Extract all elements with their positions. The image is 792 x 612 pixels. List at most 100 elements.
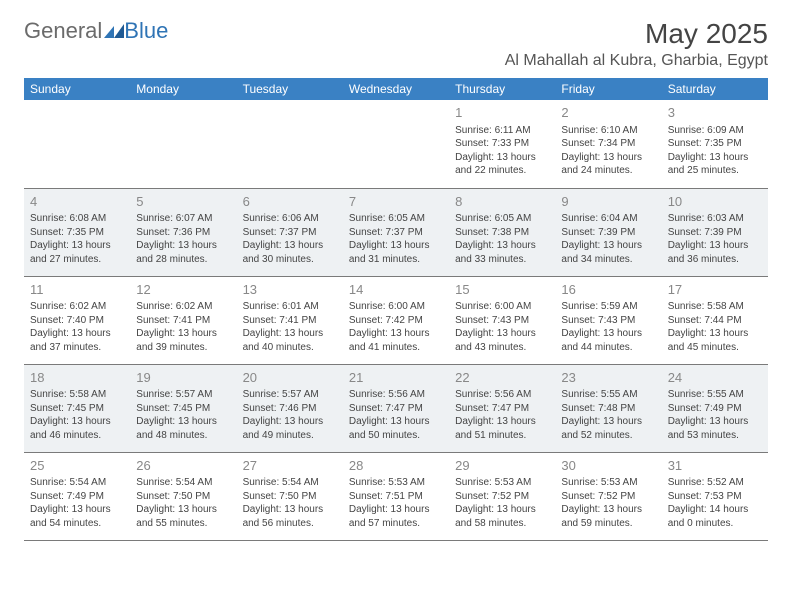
sunset-text: Sunset: 7:36 PM (136, 226, 230, 240)
day-number: 23 (561, 369, 655, 387)
sunrise-text: Sunrise: 6:08 AM (30, 212, 124, 226)
daylight-text: Daylight: 13 hours and 22 minutes. (455, 151, 549, 178)
sunrise-text: Sunrise: 6:01 AM (243, 300, 337, 314)
calendar-cell: 2Sunrise: 6:10 AMSunset: 7:34 PMDaylight… (555, 100, 661, 188)
day-number: 30 (561, 457, 655, 475)
sunrise-text: Sunrise: 5:57 AM (243, 388, 337, 402)
day-number: 18 (30, 369, 124, 387)
daylight-text: Daylight: 13 hours and 56 minutes. (243, 503, 337, 530)
day-number: 24 (668, 369, 762, 387)
sunrise-text: Sunrise: 5:53 AM (455, 476, 549, 490)
daylight-text: Daylight: 13 hours and 41 minutes. (349, 327, 443, 354)
day-number: 19 (136, 369, 230, 387)
dow-header: Sunday (24, 78, 130, 100)
sunset-text: Sunset: 7:38 PM (455, 226, 549, 240)
day-number: 28 (349, 457, 443, 475)
day-number: 2 (561, 104, 655, 122)
logo-text-blue: Blue (124, 18, 168, 44)
day-number: 15 (455, 281, 549, 299)
sunrise-text: Sunrise: 5:55 AM (561, 388, 655, 402)
day-number: 11 (30, 281, 124, 299)
calendar-cell: 16Sunrise: 5:59 AMSunset: 7:43 PMDayligh… (555, 276, 661, 364)
daylight-text: Daylight: 13 hours and 36 minutes. (668, 239, 762, 266)
calendar-week: 18Sunrise: 5:58 AMSunset: 7:45 PMDayligh… (24, 364, 768, 452)
sunset-text: Sunset: 7:42 PM (349, 314, 443, 328)
day-number: 20 (243, 369, 337, 387)
dow-header: Thursday (449, 78, 555, 100)
sunset-text: Sunset: 7:39 PM (668, 226, 762, 240)
logo-flag-icon (104, 24, 124, 38)
sunset-text: Sunset: 7:33 PM (455, 137, 549, 151)
calendar-cell: 8Sunrise: 6:05 AMSunset: 7:38 PMDaylight… (449, 188, 555, 276)
sunset-text: Sunset: 7:43 PM (455, 314, 549, 328)
calendar-cell: 28Sunrise: 5:53 AMSunset: 7:51 PMDayligh… (343, 452, 449, 540)
calendar-cell: 26Sunrise: 5:54 AMSunset: 7:50 PMDayligh… (130, 452, 236, 540)
sunrise-text: Sunrise: 5:55 AM (668, 388, 762, 402)
calendar-cell: 7Sunrise: 6:05 AMSunset: 7:37 PMDaylight… (343, 188, 449, 276)
calendar-cell: 19Sunrise: 5:57 AMSunset: 7:45 PMDayligh… (130, 364, 236, 452)
daylight-text: Daylight: 13 hours and 28 minutes. (136, 239, 230, 266)
daylight-text: Daylight: 13 hours and 45 minutes. (668, 327, 762, 354)
calendar-cell: 10Sunrise: 6:03 AMSunset: 7:39 PMDayligh… (662, 188, 768, 276)
day-number: 22 (455, 369, 549, 387)
sunrise-text: Sunrise: 5:59 AM (561, 300, 655, 314)
sunset-text: Sunset: 7:40 PM (30, 314, 124, 328)
calendar-cell: 24Sunrise: 5:55 AMSunset: 7:49 PMDayligh… (662, 364, 768, 452)
calendar-cell: 12Sunrise: 6:02 AMSunset: 7:41 PMDayligh… (130, 276, 236, 364)
sunset-text: Sunset: 7:35 PM (30, 226, 124, 240)
daylight-text: Daylight: 13 hours and 59 minutes. (561, 503, 655, 530)
calendar-week: 25Sunrise: 5:54 AMSunset: 7:49 PMDayligh… (24, 452, 768, 540)
sunrise-text: Sunrise: 6:07 AM (136, 212, 230, 226)
calendar-cell: 15Sunrise: 6:00 AMSunset: 7:43 PMDayligh… (449, 276, 555, 364)
daylight-text: Daylight: 13 hours and 54 minutes. (30, 503, 124, 530)
daylight-text: Daylight: 13 hours and 55 minutes. (136, 503, 230, 530)
sunrise-text: Sunrise: 6:04 AM (561, 212, 655, 226)
sunset-text: Sunset: 7:41 PM (243, 314, 337, 328)
daylight-text: Daylight: 13 hours and 49 minutes. (243, 415, 337, 442)
sunrise-text: Sunrise: 5:54 AM (30, 476, 124, 490)
sunset-text: Sunset: 7:44 PM (668, 314, 762, 328)
sunset-text: Sunset: 7:35 PM (668, 137, 762, 151)
sunrise-text: Sunrise: 5:54 AM (136, 476, 230, 490)
calendar-cell: 17Sunrise: 5:58 AMSunset: 7:44 PMDayligh… (662, 276, 768, 364)
sunset-text: Sunset: 7:43 PM (561, 314, 655, 328)
calendar-cell: 25Sunrise: 5:54 AMSunset: 7:49 PMDayligh… (24, 452, 130, 540)
calendar-cell-empty (130, 100, 236, 188)
daylight-text: Daylight: 13 hours and 39 minutes. (136, 327, 230, 354)
sunset-text: Sunset: 7:51 PM (349, 490, 443, 504)
calendar-cell: 27Sunrise: 5:54 AMSunset: 7:50 PMDayligh… (237, 452, 343, 540)
sunrise-text: Sunrise: 5:58 AM (668, 300, 762, 314)
calendar-cell-empty (237, 100, 343, 188)
sunrise-text: Sunrise: 5:56 AM (349, 388, 443, 402)
day-number: 16 (561, 281, 655, 299)
calendar-cell: 5Sunrise: 6:07 AMSunset: 7:36 PMDaylight… (130, 188, 236, 276)
daylight-text: Daylight: 13 hours and 25 minutes. (668, 151, 762, 178)
daylight-text: Daylight: 13 hours and 37 minutes. (30, 327, 124, 354)
sunrise-text: Sunrise: 5:54 AM (243, 476, 337, 490)
daylight-text: Daylight: 13 hours and 57 minutes. (349, 503, 443, 530)
day-number: 17 (668, 281, 762, 299)
day-number: 9 (561, 193, 655, 211)
sunrise-text: Sunrise: 6:05 AM (455, 212, 549, 226)
sunrise-text: Sunrise: 6:10 AM (561, 124, 655, 138)
sunset-text: Sunset: 7:49 PM (668, 402, 762, 416)
calendar-cell: 30Sunrise: 5:53 AMSunset: 7:52 PMDayligh… (555, 452, 661, 540)
sunset-text: Sunset: 7:47 PM (349, 402, 443, 416)
sunrise-text: Sunrise: 6:11 AM (455, 124, 549, 138)
sunset-text: Sunset: 7:49 PM (30, 490, 124, 504)
sunset-text: Sunset: 7:50 PM (136, 490, 230, 504)
calendar-table: SundayMondayTuesdayWednesdayThursdayFrid… (24, 78, 768, 541)
day-number: 29 (455, 457, 549, 475)
calendar-week: 11Sunrise: 6:02 AMSunset: 7:40 PMDayligh… (24, 276, 768, 364)
sunset-text: Sunset: 7:39 PM (561, 226, 655, 240)
calendar-week: 4Sunrise: 6:08 AMSunset: 7:35 PMDaylight… (24, 188, 768, 276)
sunset-text: Sunset: 7:37 PM (243, 226, 337, 240)
calendar-cell: 29Sunrise: 5:53 AMSunset: 7:52 PMDayligh… (449, 452, 555, 540)
calendar-week: 1Sunrise: 6:11 AMSunset: 7:33 PMDaylight… (24, 100, 768, 188)
day-number: 31 (668, 457, 762, 475)
sunset-text: Sunset: 7:45 PM (136, 402, 230, 416)
daylight-text: Daylight: 13 hours and 43 minutes. (455, 327, 549, 354)
day-number: 8 (455, 193, 549, 211)
sunrise-text: Sunrise: 6:06 AM (243, 212, 337, 226)
sunrise-text: Sunrise: 6:09 AM (668, 124, 762, 138)
